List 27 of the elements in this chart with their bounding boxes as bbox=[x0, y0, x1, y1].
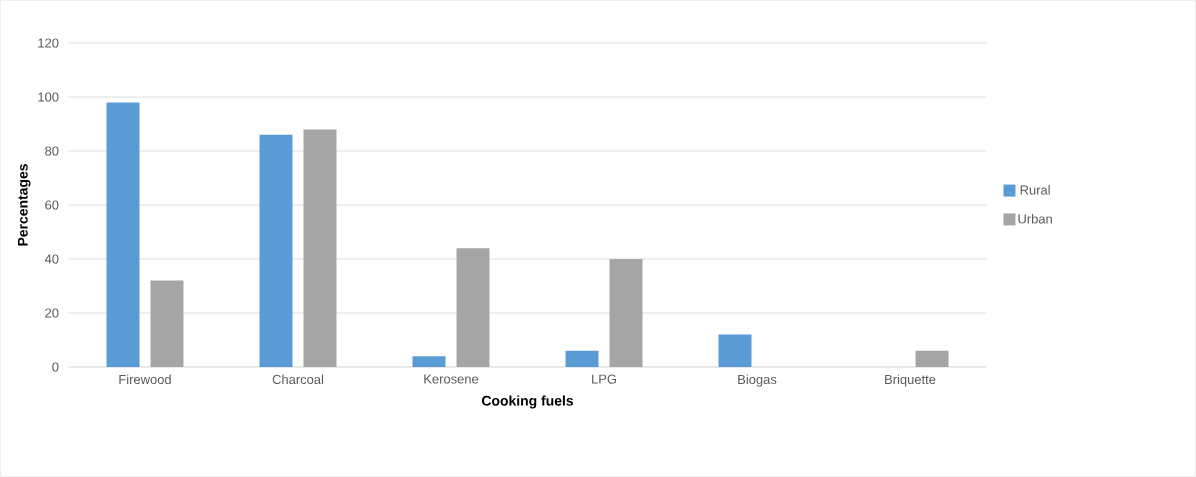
y-tick-label: 100 bbox=[38, 92, 59, 102]
x-tick-label: Kerosene bbox=[424, 374, 479, 384]
x-tick-label: Briquette bbox=[885, 374, 936, 387]
x-axis-title: Cooking fuels bbox=[481, 395, 574, 409]
y-tick-label: 20 bbox=[45, 308, 59, 318]
legend-label: Rural bbox=[1020, 185, 1050, 195]
bar bbox=[609, 259, 643, 367]
bar bbox=[915, 350, 949, 367]
y-axis-title: Percentages bbox=[17, 164, 31, 246]
bar bbox=[718, 334, 752, 367]
bar bbox=[565, 350, 599, 367]
bar bbox=[106, 102, 140, 367]
x-tick-label: Firewood bbox=[119, 374, 171, 385]
y-tick-label: 60 bbox=[45, 200, 59, 210]
bar bbox=[412, 356, 446, 367]
bar bbox=[303, 129, 337, 367]
x-tick-label: Charcoal bbox=[272, 374, 324, 385]
bar bbox=[150, 280, 184, 367]
bar bbox=[259, 134, 293, 367]
y-tick-label: 40 bbox=[44, 254, 59, 264]
y-tick-label: 120 bbox=[38, 38, 59, 48]
x-tick-label: LPG bbox=[592, 374, 616, 384]
bar bbox=[456, 248, 490, 367]
y-tick-label: 80 bbox=[45, 146, 59, 156]
y-tick-label: 0 bbox=[52, 362, 59, 372]
legend-label: Urban bbox=[1018, 213, 1052, 224]
x-tick-label: Biogas bbox=[738, 374, 777, 387]
